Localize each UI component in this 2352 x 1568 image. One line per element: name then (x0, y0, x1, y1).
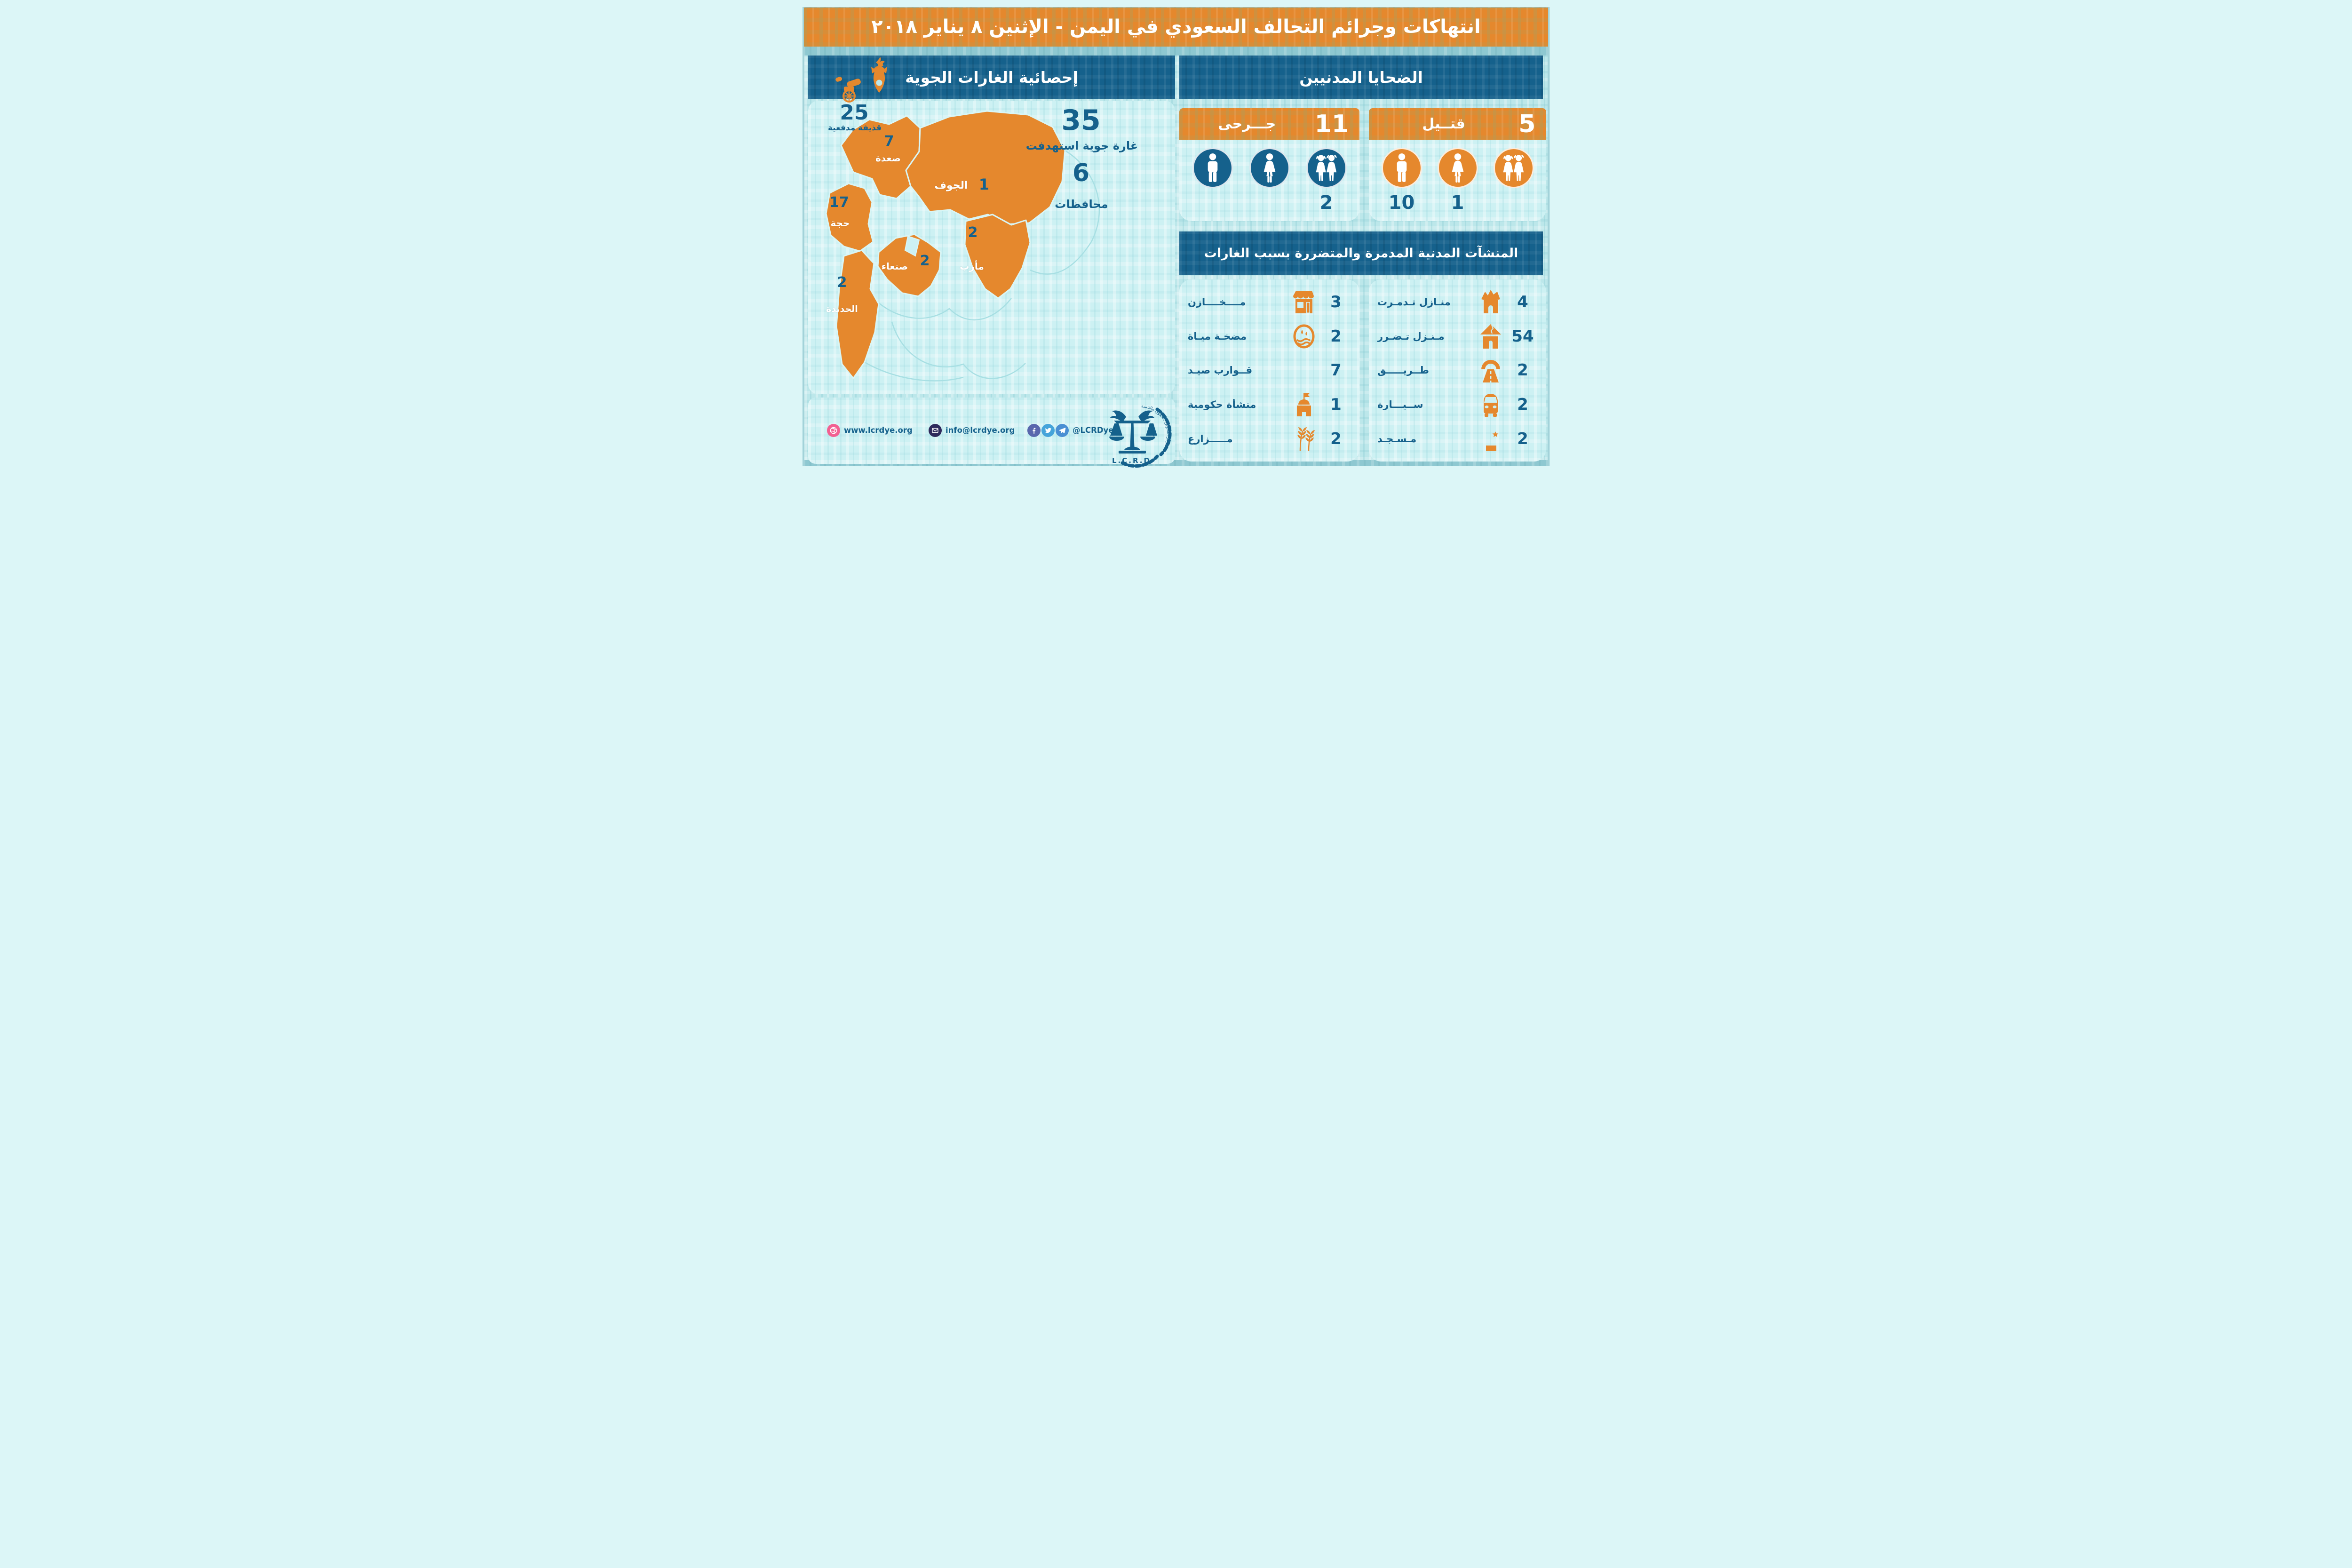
mosque-crescent-icon (1478, 425, 1504, 453)
wounded-card-body: 2 (1179, 140, 1359, 221)
logo-ring-text-holder: المركز القانوني للحقوق والتنمية (1141, 404, 1171, 450)
destroyed-house-icon (1478, 288, 1504, 316)
facility-row-farms: مـــــزارع 2 (1188, 422, 1351, 455)
email-link[interactable]: info@lcrdye.org (946, 426, 1015, 435)
wounded-man-icon (1192, 148, 1233, 188)
victims-header-banner: الضحايا المدنيين (1179, 56, 1543, 99)
email-icon (929, 424, 942, 437)
map-region-hudaydah (835, 249, 880, 379)
killed-woman-count: 1 (1451, 192, 1464, 214)
falling-bomb-icon (866, 56, 894, 98)
facilities-header-banner: المنشآت المدنية المدمرة والمتضررة بسبب ا… (1179, 231, 1543, 275)
warehouses-count: 3 (1330, 293, 1342, 312)
governorates-count: 6 (1072, 159, 1090, 187)
car-icon (1478, 391, 1504, 418)
warehouse-shop-icon (1291, 288, 1317, 316)
airstrikes-header-banner: إحصائية الغارات الجوية (808, 56, 1175, 99)
water-pump-icon (1291, 323, 1317, 350)
marib-strikes-count: 2 (968, 224, 978, 241)
website-link[interactable]: www.lcrdye.org (844, 426, 913, 435)
artillery-label: قذيفة مدفعية (827, 123, 882, 133)
facebook-icon[interactable] (1027, 424, 1041, 437)
facility-row-houses-damaged: مـنـزل تـضـرر 54 (1377, 320, 1538, 353)
water-pumps-count: 2 (1330, 326, 1342, 346)
killed-children-icon (1493, 148, 1534, 188)
title-banner: انتهاكات وجرائم التحالف السعودي في اليمن… (804, 8, 1548, 47)
killed-total: 5 (1518, 110, 1536, 138)
killed-card-header: 5 قتــيل (1369, 108, 1546, 140)
infographic-poster: انتهاكات وجرائم التحالف السعودي في اليمن… (800, 0, 1552, 470)
cars-count: 2 (1517, 395, 1528, 414)
facility-row-mosques: مـسـجـد 2 (1377, 422, 1538, 455)
telegram-icon[interactable] (1056, 424, 1069, 437)
airstrikes-total: 35 (1061, 104, 1101, 137)
no-icon (1291, 357, 1317, 384)
airstrikes-map-panel: 25 قذيفة مدفعية 7 صعدة الجوف 1 17 حجة صن… (808, 101, 1175, 394)
page-title: انتهاكات وجرائم التحالف السعودي في اليمن… (871, 16, 1481, 38)
facility-row-roads: طــريـــــق 2 (1377, 354, 1538, 387)
yemen-map (825, 110, 1100, 382)
airstrikes-header-text: إحصائية الغارات الجوية (905, 68, 1078, 87)
killed-man-count: 10 (1388, 192, 1415, 214)
map-region-jawf (905, 110, 1066, 225)
facility-row-houses-destroyed: منـازل تـدمـرت 4 (1377, 286, 1538, 318)
wounded-card: 11 جـــرحى 2 (1179, 108, 1359, 221)
lcrd-logo: المركز القانوني للحقوق والتنمية L.C.R.D (1108, 401, 1174, 470)
twitter-icon[interactable] (1041, 424, 1055, 437)
hudaydah-strikes-count: 2 (837, 274, 847, 291)
houses-damaged-count: 54 (1511, 326, 1534, 346)
map-region-hajjah (825, 183, 874, 252)
wounded-total: 11 (1314, 110, 1349, 138)
jawf-label: الجوف (934, 180, 968, 191)
jawf-strikes-count: 1 (978, 175, 990, 193)
killed-man-icon (1381, 148, 1422, 188)
killed-card: 5 قتــيل 10 1 (1369, 108, 1546, 221)
artillery-count: 25 (840, 101, 869, 125)
facility-row-water-pump: مضخـة ميـاة 2 (1188, 320, 1351, 353)
wounded-card-header: 11 جـــرحى (1179, 108, 1359, 140)
facilities-header-text: المنشآت المدنية المدمرة والمتضررة بسبب ا… (1204, 246, 1518, 261)
facility-row-government-facility: منشأة حكومية 1 (1188, 388, 1351, 421)
killed-card-body: 10 1 (1369, 140, 1546, 221)
wounded-label: جـــرحى (1218, 116, 1276, 132)
wounded-children-count: 2 (1319, 192, 1333, 214)
map-region-marib (964, 214, 1031, 299)
hudaydah-label: الحديدة (826, 304, 858, 314)
logo-acronym: L.C.R.D (1112, 456, 1151, 465)
sanaa-label: صنعاء (881, 261, 908, 272)
marib-label: مأرب (960, 261, 984, 272)
mosques-count: 2 (1517, 429, 1528, 448)
wounded-children-icon (1306, 148, 1347, 188)
damaged-house-icon (1478, 323, 1504, 350)
facilities-left-card: مــــخــــازن 3 مضخـة ميـاة 2 (1179, 279, 1359, 462)
government-building-icon (1291, 391, 1317, 418)
footer-contact-panel: www.lcrdye.org info@lcrdye.org @LCRDye (808, 398, 1175, 464)
social-handle[interactable]: @LCRDye (1073, 426, 1114, 435)
killed-woman-icon (1437, 148, 1478, 188)
road-icon (1478, 357, 1504, 384)
fishing-boats-count: 7 (1330, 361, 1342, 380)
wounded-woman-icon (1249, 148, 1290, 188)
map-region-sanaa (877, 233, 942, 297)
facility-row-fishing-boats: قــوارب صيـد 7 (1188, 354, 1351, 387)
roads-count: 2 (1517, 361, 1528, 380)
governorates-label: محافظات (1055, 198, 1108, 211)
hajjah-strikes-count: 17 (829, 194, 849, 211)
hajjah-label: حجة (830, 217, 850, 229)
artillery-cannon-icon (834, 76, 864, 103)
airstrikes-total-label: غارة جوية استهدفت (1025, 139, 1138, 152)
saada-label: صعدة (875, 152, 901, 164)
saada-strikes-count: 7 (884, 133, 894, 150)
facility-row-warehouses: مــــخــــازن 3 (1188, 286, 1351, 318)
facilities-right-card: منـازل تـدمـرت 4 مـنـزل تـضـرر 54 طــ (1369, 279, 1546, 462)
victims-header-text: الضحايا المدنيين (1299, 68, 1423, 87)
website-icon (827, 424, 840, 437)
sanaa-strikes-count: 2 (920, 253, 930, 269)
houses-destroyed-count: 4 (1517, 293, 1528, 312)
killed-label: قتــيل (1422, 116, 1465, 132)
farms-count: 2 (1330, 429, 1342, 448)
facility-row-cars: ســيـــارة 2 (1377, 388, 1538, 421)
government-facilities-count: 1 (1330, 395, 1342, 414)
wheat-farm-icon (1291, 425, 1317, 453)
